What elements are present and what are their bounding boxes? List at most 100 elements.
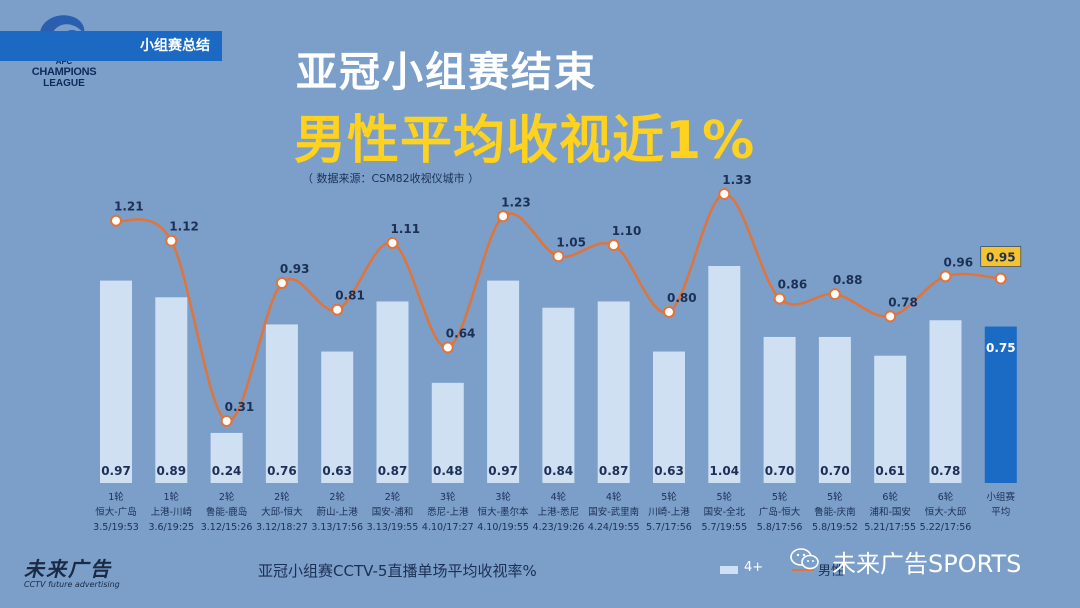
bar-value-label: 0.75 — [986, 341, 1016, 355]
category-label: 6轮 — [882, 491, 898, 503]
category-label: 恒大-墨尔本 — [478, 506, 529, 518]
bar-value-label: 1.04 — [709, 464, 739, 478]
category-label: 4.24/19:55 — [588, 522, 640, 533]
bar — [818, 336, 851, 483]
category-label: 3.5/19:53 — [93, 522, 139, 533]
bar-value-label: 0.87 — [599, 464, 629, 478]
line-point — [607, 239, 620, 252]
legend-bar-label: 4+ — [744, 560, 764, 575]
bar — [376, 301, 409, 483]
line-value-label: 1.33 — [722, 173, 752, 187]
bar-value-label: 0.61 — [875, 464, 905, 478]
bar-value-label: 0.87 — [378, 464, 408, 478]
bar — [653, 351, 685, 483]
bar — [265, 324, 298, 483]
bar — [708, 266, 741, 483]
line-point — [497, 210, 510, 223]
line-point — [773, 292, 786, 305]
category-label: 平均 — [991, 506, 1010, 518]
bar-value-label: 0.89 — [156, 464, 186, 478]
line-point — [441, 341, 454, 354]
highlight-label-box — [980, 246, 1022, 267]
bar-value-label: 0.97 — [101, 464, 131, 478]
bar — [431, 382, 464, 483]
category-label: 2轮 — [219, 491, 235, 503]
category-label: 3轮 — [440, 491, 456, 503]
bar — [929, 320, 962, 483]
category-label: 5.8/19:52 — [812, 522, 858, 533]
line-point — [220, 415, 233, 427]
category-label: 5轮 — [827, 491, 843, 503]
bar-value-label: 0.84 — [544, 464, 574, 478]
category-label: 3.6/19:25 — [148, 522, 194, 533]
line-point — [939, 270, 952, 283]
data-source-note: （ 数据来源：CSM82收视仪城市 ） — [302, 172, 480, 185]
bar — [100, 280, 132, 483]
legend-bar-swatch — [720, 566, 738, 574]
bar — [210, 432, 243, 483]
brand-right: 未来广告SPORTS — [832, 550, 1022, 578]
category-label: 5轮 — [772, 491, 788, 503]
line-value-label: 1.21 — [114, 200, 144, 214]
bar-value-label: 0.24 — [212, 464, 242, 478]
brand-left-cn: 未来广告 — [24, 557, 112, 581]
line-value-label: 0.86 — [778, 278, 808, 292]
bar-value-label: 0.63 — [322, 464, 352, 478]
category-label: 4轮 — [606, 491, 622, 503]
category-label: 鲁能-鹿岛 — [206, 506, 247, 518]
category-label: 小组赛 — [987, 491, 1016, 503]
category-label: 1轮 — [164, 491, 180, 503]
logo-line1-text: CHAMPIONS — [31, 66, 97, 78]
line-point — [275, 277, 288, 290]
category-label: 恒大-大邱 — [925, 506, 967, 518]
category-label: 5.7/17:56 — [646, 522, 692, 533]
bar — [155, 297, 188, 483]
category-label: 4.23/19:26 — [533, 522, 585, 533]
line-value-label: 0.78 — [888, 295, 918, 309]
page-headline: 男性平均收视近1% — [294, 111, 756, 171]
line-value-label: 1.11 — [391, 222, 421, 236]
category-label: 5轮 — [661, 491, 677, 503]
bar — [984, 326, 1017, 483]
line-point — [331, 303, 344, 316]
category-label: 国安-浦和 — [372, 506, 413, 518]
legend-line-swatch — [792, 569, 814, 571]
bar-value-label: 0.70 — [820, 464, 850, 478]
category-label: 鲁能-庆南 — [814, 506, 855, 518]
line-point — [718, 188, 731, 200]
chart-caption: 亚冠小组赛CCTV-5直播单场平均收视率% — [258, 562, 537, 580]
category-label: 恒大-广岛 — [95, 506, 136, 518]
line-value-label: 1.05 — [556, 235, 586, 249]
bar — [874, 355, 907, 483]
category-label: 2轮 — [329, 491, 345, 503]
category-label: 4.10/19:55 — [477, 522, 529, 533]
line-point — [552, 250, 565, 263]
category-label: 5.7/19:55 — [701, 522, 747, 533]
bar-value-label: 0.97 — [488, 464, 518, 478]
category-label: 3轮 — [495, 491, 511, 503]
category-label: 悉尼-上港 — [427, 506, 469, 518]
bar-value-label: 0.76 — [267, 464, 297, 478]
bar — [321, 351, 354, 483]
category-label: 4.10/17:27 — [422, 522, 474, 533]
bar-value-label: 0.70 — [765, 464, 795, 478]
legend-line-label: 男性 — [818, 564, 845, 579]
category-label: 6轮 — [938, 491, 954, 503]
line-value-label: 1.12 — [169, 220, 199, 234]
line-point — [828, 288, 841, 301]
logo-wordmark: AFC CHAMPIONS LEAGUE — [18, 56, 110, 89]
category-label: 5.21/17:55 — [864, 522, 916, 533]
line-value-label: 0.31 — [225, 400, 255, 414]
logo-afc-text: AFC — [55, 57, 73, 66]
line-value-label: 0.96 — [944, 255, 974, 269]
line-value-label: 0.81 — [335, 289, 365, 303]
line-value-label: 0.95 — [986, 251, 1016, 265]
page-title: 亚冠小组赛结束 — [296, 48, 597, 96]
category-label: 3.12/15:26 — [201, 522, 253, 533]
category-label: 国安-全北 — [704, 506, 746, 518]
bar — [597, 301, 630, 483]
bar-value-label: 0.48 — [433, 464, 463, 478]
line-value-label: 1.10 — [612, 224, 642, 238]
line-point — [994, 272, 1007, 285]
